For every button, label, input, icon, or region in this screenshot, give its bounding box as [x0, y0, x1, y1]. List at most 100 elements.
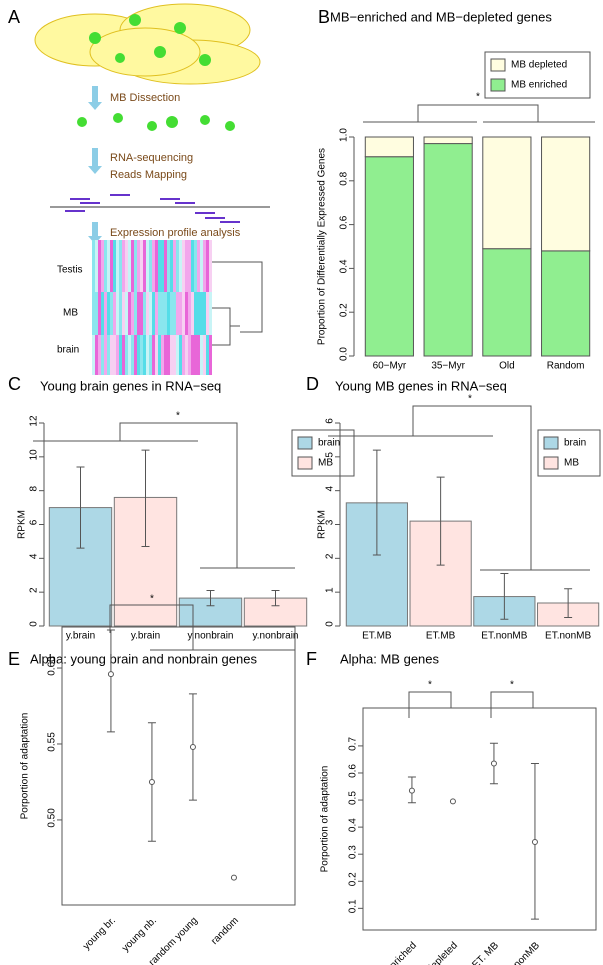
- heat-cell: [104, 240, 107, 292]
- heat-cell: [140, 240, 143, 292]
- heat-cell: [185, 292, 188, 335]
- x-tick-label: Random: [547, 361, 585, 372]
- bar-segment: [541, 136, 591, 252]
- heat-cell: [209, 292, 212, 335]
- heat-cell: [116, 335, 119, 375]
- x-tick-label: ET.nonMB: [545, 631, 591, 642]
- y-tick-label: 0.55: [47, 732, 58, 752]
- x-tick-label: MB enriched: [371, 940, 418, 965]
- flies: [77, 14, 235, 131]
- heat-cell: [167, 335, 170, 375]
- heat-cell: [158, 292, 161, 335]
- heat-cell: [146, 292, 149, 335]
- heat-cell: [155, 240, 158, 292]
- heat-cell: [101, 292, 104, 335]
- heat-cell: [164, 335, 167, 375]
- y-axis-title: Porportion of adaptation: [320, 766, 331, 873]
- chart-title: Alpha: MB genes: [340, 651, 440, 666]
- heat-cell: [161, 335, 164, 375]
- heat-cell: [128, 335, 131, 375]
- heat-cell: [113, 335, 116, 375]
- significance-star: *: [176, 411, 180, 422]
- significance-star: *: [428, 680, 432, 691]
- heat-cell: [116, 292, 119, 335]
- heat-cell: [98, 292, 101, 335]
- point: [230, 874, 237, 881]
- bar-segment: [482, 248, 532, 357]
- y-tick-label: 0: [29, 621, 40, 627]
- chart-title: Alpha: young brain and nonbrain genes: [30, 651, 257, 666]
- error-bar: [564, 588, 573, 619]
- row-label: MB: [63, 308, 78, 319]
- x-tick-label: y.brain: [131, 631, 160, 642]
- x-tick-label: 35−Myr: [431, 361, 465, 372]
- heat-cell: [191, 335, 194, 375]
- y-tick-label: 1.0: [339, 128, 350, 142]
- arrows: [88, 86, 102, 244]
- heat-cell: [128, 240, 131, 292]
- heat-cell: [92, 292, 95, 335]
- significance-star: *: [510, 680, 514, 691]
- heat-cell: [179, 292, 182, 335]
- significance-bracket: [408, 691, 534, 718]
- plot-frame: [362, 707, 597, 931]
- heat-cell: [122, 335, 125, 375]
- chart-title: MB−enriched and MB−depleted genes: [330, 9, 552, 24]
- heat-cell: [161, 292, 164, 335]
- heat-cell: [140, 335, 143, 375]
- bar-segment: [423, 136, 473, 145]
- heat-cell: [197, 292, 200, 335]
- y-tick-label: 6: [325, 418, 336, 424]
- step-label: MB Dissection: [110, 92, 180, 104]
- heat-cell: [134, 335, 137, 375]
- point: [148, 778, 155, 785]
- heat-cell: [146, 240, 149, 292]
- heat-cell: [170, 335, 173, 375]
- point: [107, 671, 114, 678]
- y-axis-title: Porportion of adaptation: [20, 713, 31, 820]
- heat-cell: [104, 335, 107, 375]
- heat-cell: [158, 240, 161, 292]
- heat-cell: [176, 335, 179, 375]
- y-axis-title: RPKM: [317, 510, 328, 539]
- y-tick-label: 0.4: [348, 818, 359, 832]
- step-label: Reads Mapping: [110, 169, 187, 181]
- heat-cell: [110, 292, 113, 335]
- heat-cell: [188, 292, 191, 335]
- error-bar: [436, 476, 445, 566]
- chart-title: Young MB genes in RNA−seq: [335, 378, 507, 393]
- heat-cell: [113, 292, 116, 335]
- point: [189, 744, 196, 751]
- legend-label: MB: [318, 458, 333, 469]
- bar-segment: [423, 143, 473, 357]
- heat-cell: [209, 335, 212, 375]
- heat-cell: [173, 335, 176, 375]
- heat-cell: [140, 292, 143, 335]
- y-tick-label: 8: [29, 485, 40, 491]
- x-tick-label: young br.: [81, 915, 118, 952]
- heat-cell: [107, 292, 110, 335]
- heat-cell: [137, 240, 140, 292]
- heat-cell: [107, 335, 110, 375]
- y-tick-label: 0.6: [348, 764, 359, 778]
- x-tick-label: random: [209, 915, 241, 947]
- error-bar: [372, 449, 381, 556]
- y-axis-title: Proportion of Differentially Expressed G…: [317, 148, 328, 345]
- y-tick-label: 0.60: [47, 656, 58, 676]
- heat-cell: [185, 335, 188, 375]
- legend-label: MB: [564, 458, 579, 469]
- heat-cell: [170, 240, 173, 292]
- significance-bracket: [363, 104, 595, 123]
- y-tick-label: 5: [325, 452, 336, 458]
- heat-cell: [122, 240, 125, 292]
- heat-cell: [143, 240, 146, 292]
- heat-cell: [194, 335, 197, 375]
- x-tick-label: ET. nonMB: [500, 940, 543, 965]
- heat-cell: [101, 335, 104, 375]
- y-tick-label: 6: [29, 519, 40, 525]
- legend-swatch: [490, 58, 506, 72]
- x-tick-label: Old: [499, 361, 515, 372]
- y-tick-label: 0.4: [339, 259, 350, 273]
- panel-letter: C: [8, 374, 21, 394]
- y-tick-label: 0.2: [339, 303, 350, 317]
